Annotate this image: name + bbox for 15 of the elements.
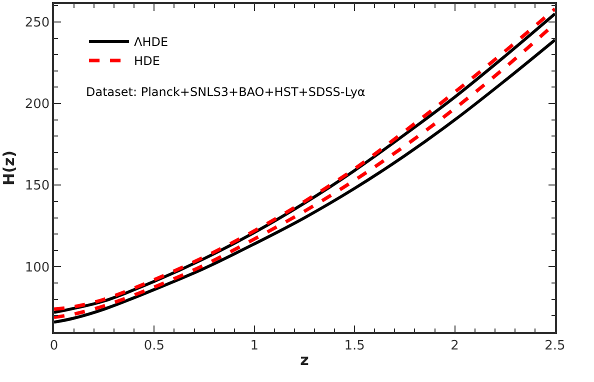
y-tick-label: 200 — [24, 97, 50, 112]
x-tick-label: 2.5 — [544, 338, 566, 354]
annotation: Dataset: Planck+SNLS3+BAO+HST+SDSS-Lyα — [86, 85, 366, 99]
x-tick-label: 2 — [450, 338, 459, 354]
legend-label: HDE — [134, 54, 160, 68]
y-tick-label: 100 — [24, 260, 50, 276]
x-tick-label: 1 — [250, 338, 259, 354]
y-axis-title: H(z) — [0, 150, 18, 186]
y-tick-label: 250 — [24, 16, 50, 30]
x-tick-label: 1.5 — [344, 338, 365, 354]
x-tick-label: 0 — [50, 338, 58, 354]
legend-label: ΛHDE — [134, 35, 168, 50]
x-tick-label: 0.5 — [144, 338, 165, 354]
x-axis-title: z — [300, 350, 310, 369]
y-tick-label: 150 — [24, 178, 50, 194]
